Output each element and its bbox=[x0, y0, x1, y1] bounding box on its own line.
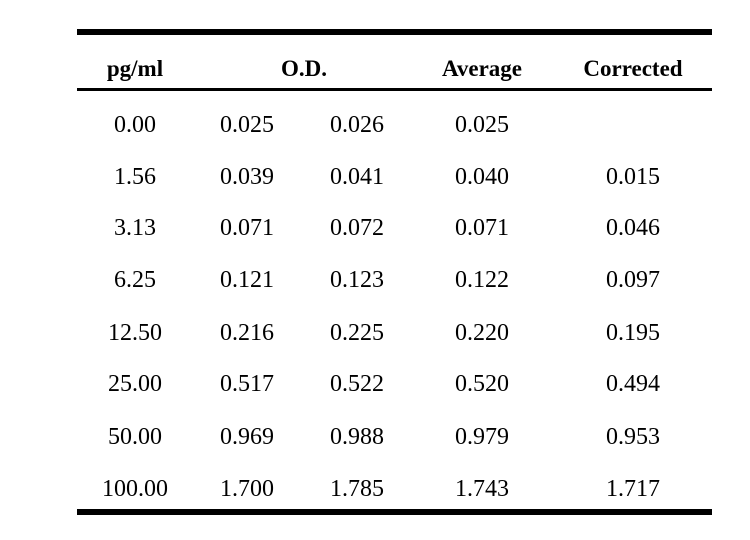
table-row: 1.56 0.039 0.041 0.040 0.015 bbox=[0, 160, 750, 194]
header-average: Average bbox=[441, 56, 523, 81]
table-row: 50.00 0.969 0.988 0.979 0.953 bbox=[0, 420, 750, 454]
cell-average: 0.025 bbox=[455, 112, 509, 138]
header-od: O.D. bbox=[281, 56, 327, 81]
cell-corrected: 0.494 bbox=[606, 371, 660, 397]
cell-od-2: 0.123 bbox=[330, 267, 384, 293]
table-row: 0.00 0.025 0.026 0.025 bbox=[0, 108, 750, 142]
cell-corrected: 0.097 bbox=[606, 267, 660, 293]
cell-average: 0.979 bbox=[455, 424, 509, 450]
cell-od-2: 0.041 bbox=[330, 164, 384, 190]
cell-average: 0.520 bbox=[455, 371, 509, 397]
header-corrected: Corrected bbox=[583, 56, 683, 81]
cell-average: 1.743 bbox=[455, 476, 509, 502]
table-row: 25.00 0.517 0.522 0.520 0.494 bbox=[0, 367, 750, 401]
cell-average: 0.040 bbox=[455, 164, 509, 190]
cell-od-2: 0.522 bbox=[330, 371, 384, 397]
cell-concentration: 25.00 bbox=[108, 371, 162, 397]
cell-corrected: 1.717 bbox=[606, 476, 660, 502]
cell-od-1: 0.025 bbox=[220, 112, 274, 138]
cell-od-1: 0.121 bbox=[220, 267, 274, 293]
cell-od-1: 0.071 bbox=[220, 215, 274, 241]
cell-od-2: 0.988 bbox=[330, 424, 384, 450]
cell-od-1: 1.700 bbox=[220, 476, 274, 502]
cell-od-1: 0.216 bbox=[220, 320, 274, 346]
cell-concentration: 1.56 bbox=[114, 164, 156, 190]
cell-average: 0.071 bbox=[455, 215, 509, 241]
cell-od-1: 0.517 bbox=[220, 371, 274, 397]
cell-od-2: 0.225 bbox=[330, 320, 384, 346]
header-concentration: pg/ml bbox=[106, 56, 164, 81]
cell-concentration: 0.00 bbox=[114, 112, 156, 138]
table-top-rule bbox=[77, 29, 712, 35]
cell-concentration: 3.13 bbox=[114, 215, 156, 241]
cell-concentration: 50.00 bbox=[108, 424, 162, 450]
table-header-rule bbox=[77, 88, 712, 91]
cell-average: 0.220 bbox=[455, 320, 509, 346]
cell-concentration: 6.25 bbox=[114, 267, 156, 293]
table-row: 12.50 0.216 0.225 0.220 0.195 bbox=[0, 316, 750, 350]
cell-average: 0.122 bbox=[455, 267, 509, 293]
cell-od-1: 0.969 bbox=[220, 424, 274, 450]
cell-concentration: 100.00 bbox=[102, 476, 168, 502]
table-row: 100.00 1.700 1.785 1.743 1.717 bbox=[0, 472, 750, 506]
cell-corrected: 0.046 bbox=[606, 215, 660, 241]
cell-corrected: 0.015 bbox=[606, 164, 660, 190]
cell-od-2: 0.026 bbox=[330, 112, 384, 138]
cell-od-2: 0.072 bbox=[330, 215, 384, 241]
table-row: 3.13 0.071 0.072 0.071 0.046 bbox=[0, 211, 750, 245]
cell-corrected bbox=[590, 108, 676, 142]
table-bottom-rule bbox=[77, 509, 712, 515]
cell-corrected: 0.953 bbox=[606, 424, 660, 450]
cell-corrected: 0.195 bbox=[606, 320, 660, 346]
cell-od-1: 0.039 bbox=[220, 164, 274, 190]
cell-concentration: 12.50 bbox=[108, 320, 162, 346]
table-row: 6.25 0.121 0.123 0.122 0.097 bbox=[0, 263, 750, 297]
cell-od-2: 1.785 bbox=[330, 476, 384, 502]
